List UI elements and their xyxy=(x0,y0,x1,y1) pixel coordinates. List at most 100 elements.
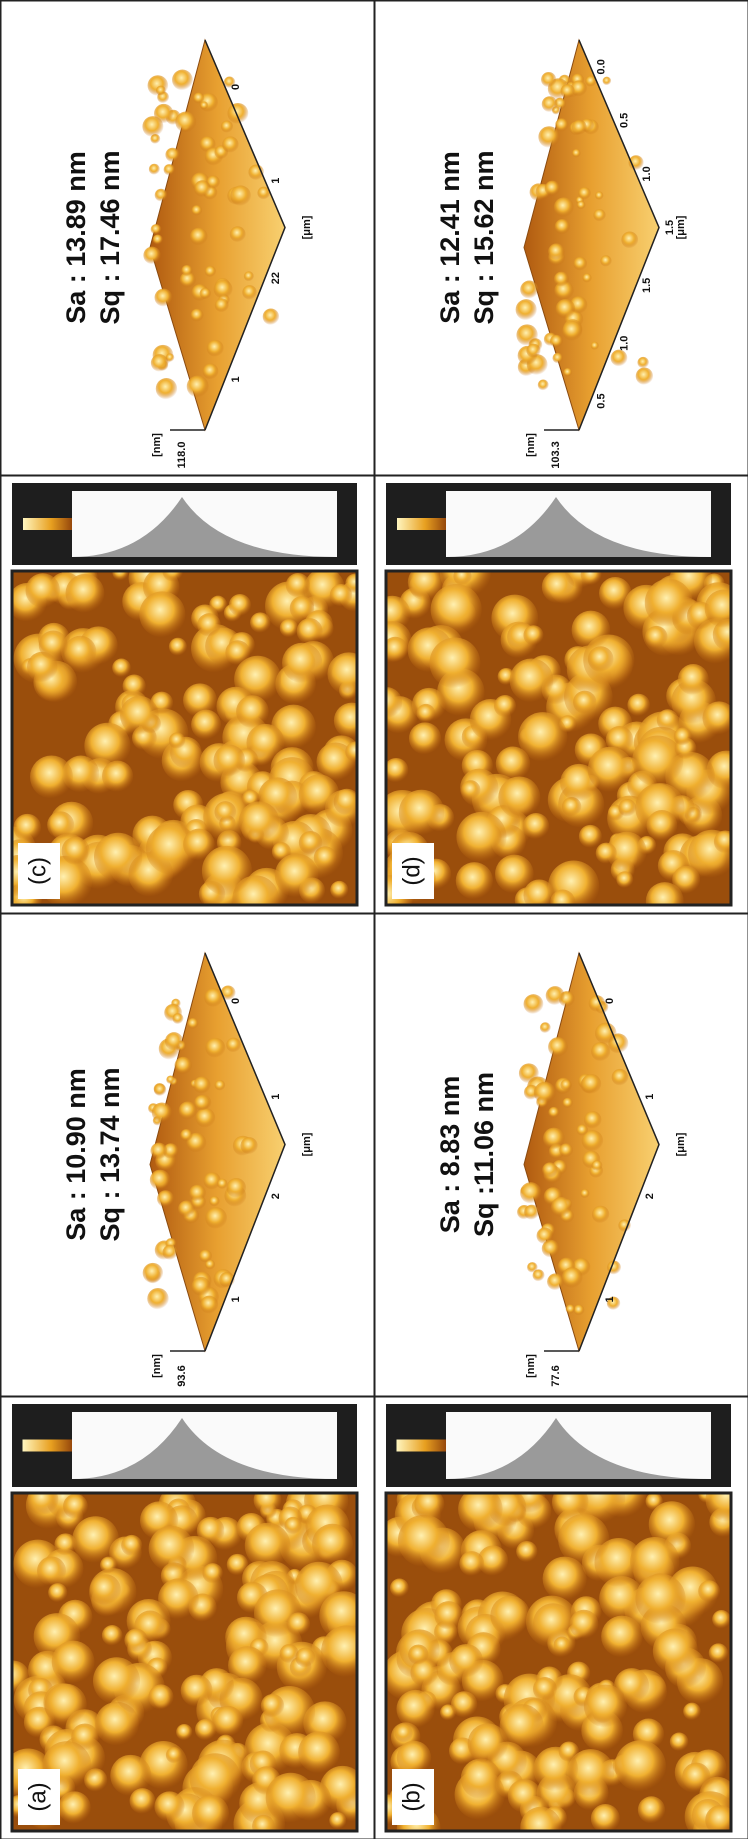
surface-grain xyxy=(550,335,563,348)
surface-grain xyxy=(226,1038,241,1053)
surface-grain xyxy=(209,1196,219,1206)
afm-grain xyxy=(154,1791,184,1821)
z-unit: [nm] xyxy=(151,1354,163,1378)
afm-grain xyxy=(229,594,251,616)
surface-grain xyxy=(562,321,582,341)
surface-grain xyxy=(143,247,161,265)
surface-grain xyxy=(611,350,628,367)
afm-grain xyxy=(52,1641,95,1684)
afm-grain xyxy=(321,1625,373,1677)
afm-grain xyxy=(280,1644,299,1663)
surface-grain xyxy=(591,1042,610,1061)
surface-cell: Sa : 12.41 nmSq : 15.62 nm[nm]103.3[μm]0… xyxy=(375,1,748,476)
afm-grain xyxy=(616,871,633,888)
surface-grain xyxy=(580,1189,589,1198)
surface-grain xyxy=(179,1101,197,1119)
afm-grain xyxy=(601,1616,643,1658)
afm-grain xyxy=(252,1815,275,1838)
afm-grain xyxy=(64,636,96,668)
axis-tick-label: 0.0 xyxy=(595,59,607,74)
afm-grain xyxy=(93,1657,140,1704)
surface-grain xyxy=(621,231,638,248)
afm-grain xyxy=(459,1551,484,1576)
afm-grain xyxy=(62,837,90,865)
surface-grain xyxy=(227,103,248,124)
sq-text: Sq : 15.62 nm xyxy=(469,150,499,324)
z-unit: [nm] xyxy=(525,1354,537,1378)
surface-grain xyxy=(603,77,612,86)
afm-grain xyxy=(228,1646,267,1685)
surface-grain xyxy=(548,243,565,260)
surface-grain xyxy=(227,1178,247,1198)
surface-grain xyxy=(552,353,563,364)
afm-grain xyxy=(63,1494,88,1519)
afm-grain xyxy=(239,801,280,842)
surface-grain xyxy=(194,180,211,197)
surface-grain xyxy=(636,368,653,385)
afm-grain xyxy=(384,758,408,782)
surface-grain xyxy=(563,368,572,377)
surface-grain xyxy=(203,364,219,380)
afm-grain xyxy=(84,723,130,769)
surface-grain xyxy=(534,1082,556,1104)
surface-grain xyxy=(180,1129,192,1141)
image-cell: (c) xyxy=(0,476,374,922)
afm-grain xyxy=(327,652,370,695)
afm-grain xyxy=(266,1773,316,1823)
afm-grain xyxy=(434,1601,462,1629)
surface-grain xyxy=(573,257,587,271)
surface-grain xyxy=(595,191,603,199)
surface-grain xyxy=(200,1296,218,1314)
afm-grain xyxy=(672,866,700,894)
afm-grain xyxy=(461,780,480,799)
afm-grain xyxy=(225,640,250,665)
sq-text: Sq : 13.74 nm xyxy=(95,1067,125,1241)
axis-tick-label: 0 xyxy=(230,84,242,90)
afm-grain xyxy=(30,756,73,799)
surface-grain xyxy=(154,1084,166,1096)
afm-grain xyxy=(203,1563,223,1583)
afm-grain xyxy=(312,1524,353,1565)
afm-grain xyxy=(39,631,68,660)
surface-grain xyxy=(562,1267,583,1288)
afm-grain xyxy=(254,1486,282,1514)
surface-grain xyxy=(516,324,537,345)
afm-grain xyxy=(47,811,74,838)
surface-grain xyxy=(152,1103,172,1123)
axis-tick-label: 1.0 xyxy=(618,336,630,351)
afm-grain xyxy=(298,1731,340,1773)
afm-grain xyxy=(250,612,271,633)
sq-text: Sq :11.06 nm xyxy=(469,1072,499,1237)
afm-grain xyxy=(169,732,185,748)
afm-grain xyxy=(299,831,322,854)
sa-text: Sa : 12.41 nm xyxy=(435,151,465,324)
axis-tick-label: 1 xyxy=(230,1296,242,1302)
axis-tick-label: 1.0 xyxy=(641,166,653,181)
afm-grain xyxy=(213,745,245,777)
afm-grain xyxy=(330,584,353,607)
afm-grain xyxy=(430,637,481,688)
afm-grain xyxy=(572,611,611,650)
afm-grain xyxy=(197,613,221,637)
surface-grain xyxy=(572,149,581,158)
axis-tick-label: 1 xyxy=(604,1296,616,1302)
afm-grain xyxy=(158,1578,199,1619)
afm-grain xyxy=(409,722,441,754)
surface-grain xyxy=(519,1063,539,1083)
afm-grain xyxy=(615,1740,666,1791)
surface-grain xyxy=(540,1022,551,1033)
surface-cell: Sa : 10.90 nmSq : 13.74 nm[nm]93.6[μm]12… xyxy=(1,914,375,1397)
surface-grain xyxy=(577,201,586,210)
afm-grain xyxy=(183,829,215,861)
surface-grain xyxy=(240,1137,257,1154)
afm-grain xyxy=(28,1484,59,1515)
axis-tick-label: 1 xyxy=(270,178,282,184)
afm-grain xyxy=(100,1557,117,1574)
surface-grain xyxy=(524,994,544,1014)
afm-grain xyxy=(280,619,298,637)
afm-grain xyxy=(645,626,667,648)
afm-grain xyxy=(533,1603,573,1643)
afm-grain xyxy=(48,1583,67,1602)
xy-unit: [μm] xyxy=(675,215,687,239)
surface-grain xyxy=(554,197,574,217)
